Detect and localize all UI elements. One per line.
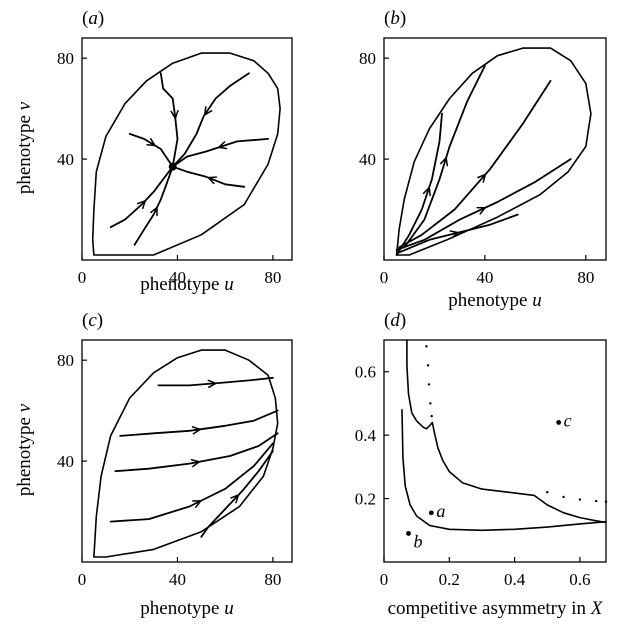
dotted-curve-point [430, 414, 433, 418]
trajectory-line [119, 409, 279, 437]
trajectory-arrow [439, 156, 449, 167]
parameter-point [428, 510, 434, 516]
panel-label: (d) [384, 310, 406, 331]
y-tick-label: 80 [359, 49, 376, 68]
x-tick-label: 0 [380, 570, 389, 589]
dotted-curve-point [429, 402, 432, 405]
x-axis-label: phenotype u [448, 290, 541, 311]
trajectory-arrow [192, 500, 202, 508]
trajectory-line [395, 158, 572, 251]
panel-c: (c) 0 40 80 40 80 phenotype u phenotype v [14, 310, 293, 619]
trajectory-line [398, 80, 552, 249]
trajectory-line [171, 138, 269, 168]
dotted-curve-point [546, 491, 549, 494]
dotted-curve-point [426, 364, 430, 367]
trajectory-arrow [422, 186, 431, 197]
y-axis-label: phenotype v [14, 403, 35, 496]
x-tick-label: 40 [476, 268, 493, 287]
trajectory-arrow [203, 106, 213, 116]
parameter-point-label: b [413, 531, 422, 551]
trajectory-arrow [476, 206, 486, 215]
panel-label: (c) [82, 310, 103, 331]
dotted-curve-point [425, 345, 428, 348]
trajectory-line [171, 72, 250, 168]
panel-a: (a) 0 40 80 40 80 phenotype u phenotype v [14, 8, 293, 295]
dotted-curve-point [595, 499, 598, 503]
trajectory-line [398, 213, 519, 254]
dotted-curve-point [427, 383, 431, 386]
x-axis-label: phenotype u [140, 598, 233, 619]
trajectory-arrow [191, 426, 201, 435]
boundary-curve [406, 339, 607, 524]
trajectory-line [114, 432, 279, 473]
panel-label: (b) [384, 8, 406, 29]
plot-frame [383, 37, 607, 261]
plot-frame [383, 339, 607, 563]
x-tick-label: 80 [264, 570, 281, 589]
panel-d: (d) 0 0.2 0.4 0.6 0.2 0.4 0.6 competitive asymme… [355, 310, 608, 619]
parameter-point [556, 420, 562, 425]
trajectory-line [109, 442, 274, 523]
panel-label: (a) [82, 8, 104, 29]
trajectory-line [171, 165, 246, 188]
trajectory-arrow [190, 458, 201, 468]
panel-b: (b) 0 40 80 40 80 phenotype u [359, 8, 607, 311]
trajectory-line [128, 133, 174, 168]
y-tick-label: 0.2 [355, 490, 376, 509]
equilibrium-point [168, 162, 177, 171]
y-tick-label: 0.6 [355, 363, 376, 382]
plot-frame [81, 339, 293, 563]
trajectory-arrow [230, 494, 240, 504]
trajectory-arrow [477, 173, 487, 183]
x-axis-label: phenotype u [140, 274, 233, 295]
x-tick-label: 80 [577, 268, 594, 287]
dotted-curve-point [562, 495, 565, 499]
trajectory-arrow [217, 141, 228, 150]
x-tick-label: 80 [264, 268, 281, 287]
x-tick-label: 0 [380, 268, 389, 287]
trajectory-line [395, 112, 443, 256]
trajectory-line [109, 165, 174, 229]
x-tick-label: 0.4 [504, 570, 526, 589]
dotted-curve-point [604, 500, 608, 503]
trajectory-arrow [449, 230, 459, 239]
trajectory-arrow [136, 200, 146, 210]
y-axis-label: phenotype v [14, 101, 35, 194]
x-axis-label: competitive asymmetry in X [388, 598, 604, 619]
parameter-point-label: c [564, 410, 572, 430]
x-tick-label: 0.6 [569, 570, 590, 589]
y-tick-label: 80 [57, 49, 74, 68]
trajectory-line [133, 165, 174, 246]
y-tick-label: 40 [359, 150, 376, 169]
trajectory-line [403, 64, 486, 249]
trajectory-line [159, 72, 179, 168]
trajectory-arrow [207, 379, 217, 389]
trajectory-arrow [150, 206, 158, 217]
x-tick-label: 0.2 [439, 570, 460, 589]
x-tick-label: 0 [78, 570, 87, 589]
trajectory-line [157, 376, 274, 387]
trajectory-line [200, 450, 274, 538]
y-tick-label: 0.4 [355, 426, 377, 445]
trajectory-arrow [170, 109, 179, 119]
trajectory-arrow [207, 176, 218, 185]
feasible-boundary [91, 52, 281, 256]
y-tick-label: 40 [57, 452, 74, 471]
dotted-curve-point [578, 498, 582, 501]
plot-frame [81, 37, 293, 261]
trajectory-arrow [146, 138, 156, 147]
feasible-boundary [395, 47, 592, 256]
y-tick-label: 80 [57, 351, 74, 370]
parameter-point-label: a [436, 501, 445, 521]
x-tick-label: 40 [169, 570, 186, 589]
parameter-point [406, 531, 411, 536]
x-tick-label: 40 [169, 268, 186, 287]
boundary-curve [401, 409, 607, 532]
x-tick-label: 0 [78, 268, 87, 287]
y-tick-label: 40 [57, 150, 74, 169]
